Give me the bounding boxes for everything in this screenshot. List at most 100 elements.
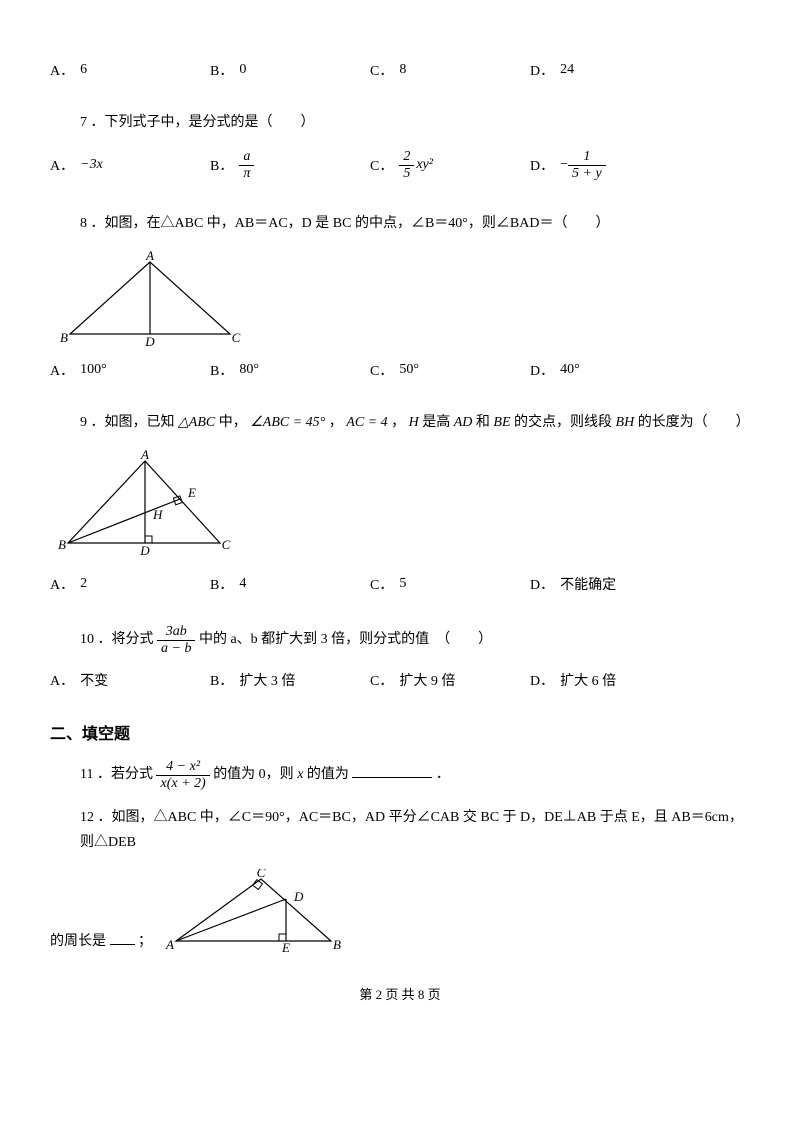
- q7-c-suffix: xy²: [416, 157, 433, 173]
- q10-text: 10 ．将分式 3ab a − b 中的 a、b 都扩大到 3 倍，则分式的值 …: [80, 624, 750, 656]
- q12-line2-prefix: 的周长是: [50, 934, 106, 949]
- q9-label-h: H: [152, 507, 163, 522]
- q11-suffix: 的值为: [307, 767, 349, 782]
- q11-mid: 的值为 0，则: [213, 767, 294, 782]
- q8-option-c: C． 50°: [370, 360, 530, 380]
- q8-b-value: 80°: [239, 362, 259, 378]
- q8-a-label: A．: [50, 360, 74, 380]
- q6-option-b: B． 0: [210, 60, 370, 80]
- section-2-heading: 二、填空题: [50, 720, 750, 744]
- q11-period: ．: [436, 767, 450, 782]
- q7-option-c: C． 2 5 xy²: [370, 149, 530, 181]
- q8-label-c: C: [232, 330, 241, 345]
- q12-label-a: A: [165, 937, 174, 952]
- q12-figure: A B C D E: [156, 869, 346, 954]
- q6-c-value: 8: [399, 62, 406, 78]
- q12-blank: [110, 930, 135, 945]
- q8-label-b: B: [60, 330, 68, 345]
- q9-b-value: 4: [239, 576, 246, 592]
- q7-b-label: B．: [210, 155, 233, 175]
- q12-label-c: C: [256, 869, 265, 880]
- q11-den: x(x + 2): [156, 776, 209, 791]
- q11-x: x: [297, 767, 303, 782]
- q11-text: 11 ．若分式 4 − x² x(x + 2) 的值为 0，则 x 的值为 ．: [80, 759, 750, 791]
- q7-c-num: 2: [399, 149, 414, 165]
- q9-tri: △ABC: [178, 415, 215, 430]
- q10-options: A． 不变 B． 扩大 3 倍 C． 扩大 9 倍 D． 扩大 6 倍: [50, 670, 750, 690]
- q9-suffix: 的长度为（ ）: [638, 415, 750, 430]
- q6-a-value: 6: [80, 62, 87, 78]
- q6-options: A． 6 B． 0 C． 8 D． 24: [50, 60, 750, 80]
- page-footer: 第 2 页 共 8 页: [50, 984, 750, 1023]
- q6-option-d: D． 24: [530, 60, 690, 80]
- q7-a-value: −3x: [80, 157, 103, 173]
- q8-triangle-svg: A B C D: [50, 250, 250, 350]
- q9-label-e: E: [187, 485, 196, 500]
- q10-den: a − b: [157, 641, 195, 656]
- q8-d-value: 40°: [560, 362, 580, 378]
- q9-c-label: C．: [370, 574, 393, 594]
- q8-c-label: C．: [370, 360, 393, 380]
- q8-figure: A B C D: [50, 250, 750, 350]
- q6-b-label: B．: [210, 60, 233, 80]
- q9-ang: ∠ABC = 45°: [250, 415, 325, 430]
- q6-option-c: C． 8: [370, 60, 530, 80]
- q10-d-value: 扩大 6 倍: [560, 670, 616, 690]
- q9-figure: A B C D E H: [50, 449, 750, 564]
- q10-b-value: 扩大 3 倍: [239, 670, 295, 690]
- q9-label-b: B: [58, 537, 66, 552]
- q6-b-value: 0: [239, 62, 246, 78]
- q6-d-value: 24: [560, 62, 574, 78]
- q6-d-label: D．: [530, 60, 554, 80]
- q9-d-value: 不能确定: [560, 574, 616, 594]
- q12-label-e: E: [281, 940, 290, 954]
- q7-c-den: 5: [399, 166, 414, 181]
- q9-be: BE: [493, 415, 510, 430]
- q7-d-prefix: −: [560, 157, 568, 173]
- q8-option-a: A． 100°: [50, 360, 210, 380]
- q8-b-label: B．: [210, 360, 233, 380]
- q7-c-label: C．: [370, 155, 393, 175]
- q10-prefix: 10 ．将分式: [80, 632, 154, 647]
- q10-d-label: D．: [530, 670, 554, 690]
- q7-d-frac: 1 5 + y: [568, 149, 606, 181]
- q6-option-a: A． 6: [50, 60, 210, 80]
- q7-d-num: 1: [568, 149, 606, 165]
- q10-suffix: 中的 a、b 都扩大到 3 倍，则分式的值 （ ）: [199, 632, 492, 647]
- q9-text: 9 ．如图，已知 △ABC 中， ∠ABC = 45° ， AC = 4 ， H…: [80, 410, 750, 435]
- q6-a-label: A．: [50, 60, 74, 80]
- q9-bh: BH: [616, 415, 635, 430]
- q10-frac: 3ab a − b: [157, 624, 195, 656]
- q12-line1: 12 ．如图，△ABC 中，∠C＝90°，AC＝BC，AD 平分∠CAB 交 B…: [80, 805, 750, 855]
- q9-c-value: 5: [399, 576, 406, 592]
- q7-b-frac: a π: [239, 149, 254, 181]
- q10-option-a: A． 不变: [50, 670, 210, 690]
- q9-options: A． 2 B． 4 C． 5 D． 不能确定: [50, 574, 750, 594]
- q8-label-a: A: [145, 250, 154, 263]
- q10-c-label: C．: [370, 670, 393, 690]
- q8-c-value: 50°: [399, 362, 419, 378]
- q9-a-label: A．: [50, 574, 74, 594]
- q9-a-value: 2: [80, 576, 87, 592]
- q12-triangle-svg: A B C D E: [156, 869, 346, 954]
- q10-option-b: B． 扩大 3 倍: [210, 670, 370, 690]
- q9-and: 和: [476, 415, 490, 430]
- q12-label-b: B: [333, 937, 341, 952]
- q9-option-c: C． 5: [370, 574, 530, 594]
- q9-label-d: D: [139, 543, 150, 558]
- q7-option-b: B． a π: [210, 149, 370, 181]
- q8-label-d: D: [144, 334, 155, 349]
- q8-option-d: D． 40°: [530, 360, 690, 380]
- q10-num: 3ab: [157, 624, 195, 640]
- q11-blank: [352, 763, 432, 778]
- q9-mid1: 中，: [219, 415, 247, 430]
- q7-options: A． −3x B． a π C． 2 5 xy² D． − 1 5 + y: [50, 149, 750, 181]
- q10-b-label: B．: [210, 670, 233, 690]
- q9-option-d: D． 不能确定: [530, 574, 690, 594]
- q7-c-frac: 2 5: [399, 149, 414, 181]
- q7-b-num: a: [239, 149, 254, 165]
- q9-comma2: ，: [391, 415, 405, 430]
- q12-label-d: D: [293, 889, 304, 904]
- q9-d-label: D．: [530, 574, 554, 594]
- q7-b-den: π: [239, 166, 254, 181]
